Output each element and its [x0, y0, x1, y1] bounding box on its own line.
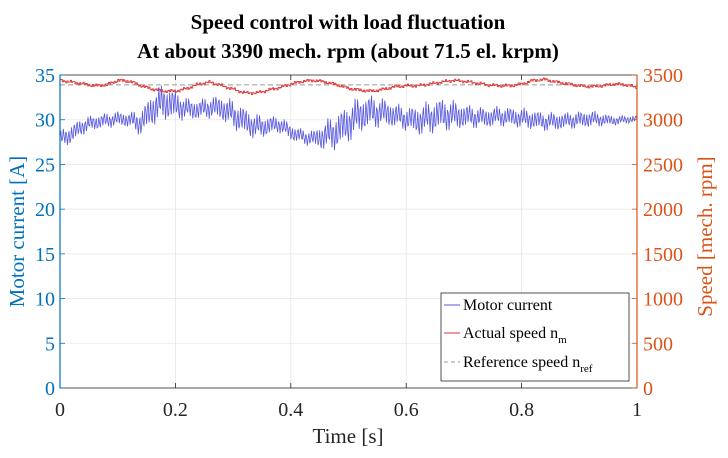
y-left-tick-label: 10 [35, 289, 55, 311]
legend-box [440, 292, 630, 382]
y-right-tick-label: 2500 [643, 154, 683, 176]
legend-label-reference-speed: Reference speed nref [463, 354, 593, 375]
legend: Motor current Actual speed nm Reference … [440, 292, 630, 382]
y-right-tick-label: 3500 [643, 65, 683, 87]
y-right-tick-label: 3000 [643, 110, 683, 132]
y-right-tick-label: 500 [643, 333, 673, 355]
y-right-tick-label: 1000 [643, 289, 683, 311]
legend-label-reference-speed-subscript: ref [580, 363, 593, 375]
chart-title: Speed control with load fluctuation At a… [137, 10, 559, 63]
x-tick-label: 0.8 [509, 399, 534, 421]
series-layer [59, 77, 638, 151]
y-right-tick-label: 2000 [643, 199, 683, 221]
legend-label-reference-speed-main: Reference speed n [463, 354, 580, 371]
y-left-tick-label: 25 [35, 154, 55, 176]
y-axis-left: 0 5 10 15 20 25 30 35 [35, 65, 65, 400]
plot-area [59, 77, 638, 151]
legend-label-actual-speed-main: Actual speed n [463, 325, 558, 342]
y-left-tick-label: 5 [45, 333, 55, 355]
y-left-tick-label: 15 [35, 244, 55, 266]
x-tick-label: 0.2 [163, 399, 188, 421]
series-actual-speed [60, 77, 638, 96]
y-axis-right: 0 500 1000 1500 2000 2500 3000 3500 [632, 65, 683, 400]
x-tick-label: 0 [55, 399, 65, 421]
chart-title-line-1: Speed control with load fluctuation [191, 10, 506, 34]
x-tick-label: 0.6 [394, 399, 419, 421]
y-left-tick-label: 0 [45, 378, 55, 400]
legend-label-actual-speed: Actual speed nm [463, 325, 567, 346]
y-right-tick-label: 0 [643, 378, 653, 400]
chart-title-line-2: At about 3390 mech. rpm (about 71.5 el. … [137, 39, 559, 63]
series-motor-current [59, 85, 638, 151]
y-left-tick-label: 20 [35, 199, 55, 221]
y-right-tick-label: 1500 [643, 244, 683, 266]
y-axis-right-label: Speed [mech. rpm] [693, 156, 717, 316]
x-tick-label: 0.4 [278, 399, 303, 421]
x-axis: 0 0.2 0.4 0.6 0.8 1 [55, 75, 642, 421]
y-axis-left-label: Motor current [A] [5, 156, 29, 308]
legend-label-motor-current: Motor current [463, 297, 553, 314]
x-tick-label: 1 [632, 399, 642, 421]
y-left-tick-label: 35 [35, 65, 55, 87]
x-axis-label: Time [s] [313, 424, 384, 448]
y-left-tick-label: 30 [35, 110, 55, 132]
legend-label-actual-speed-subscript: m [558, 334, 567, 346]
